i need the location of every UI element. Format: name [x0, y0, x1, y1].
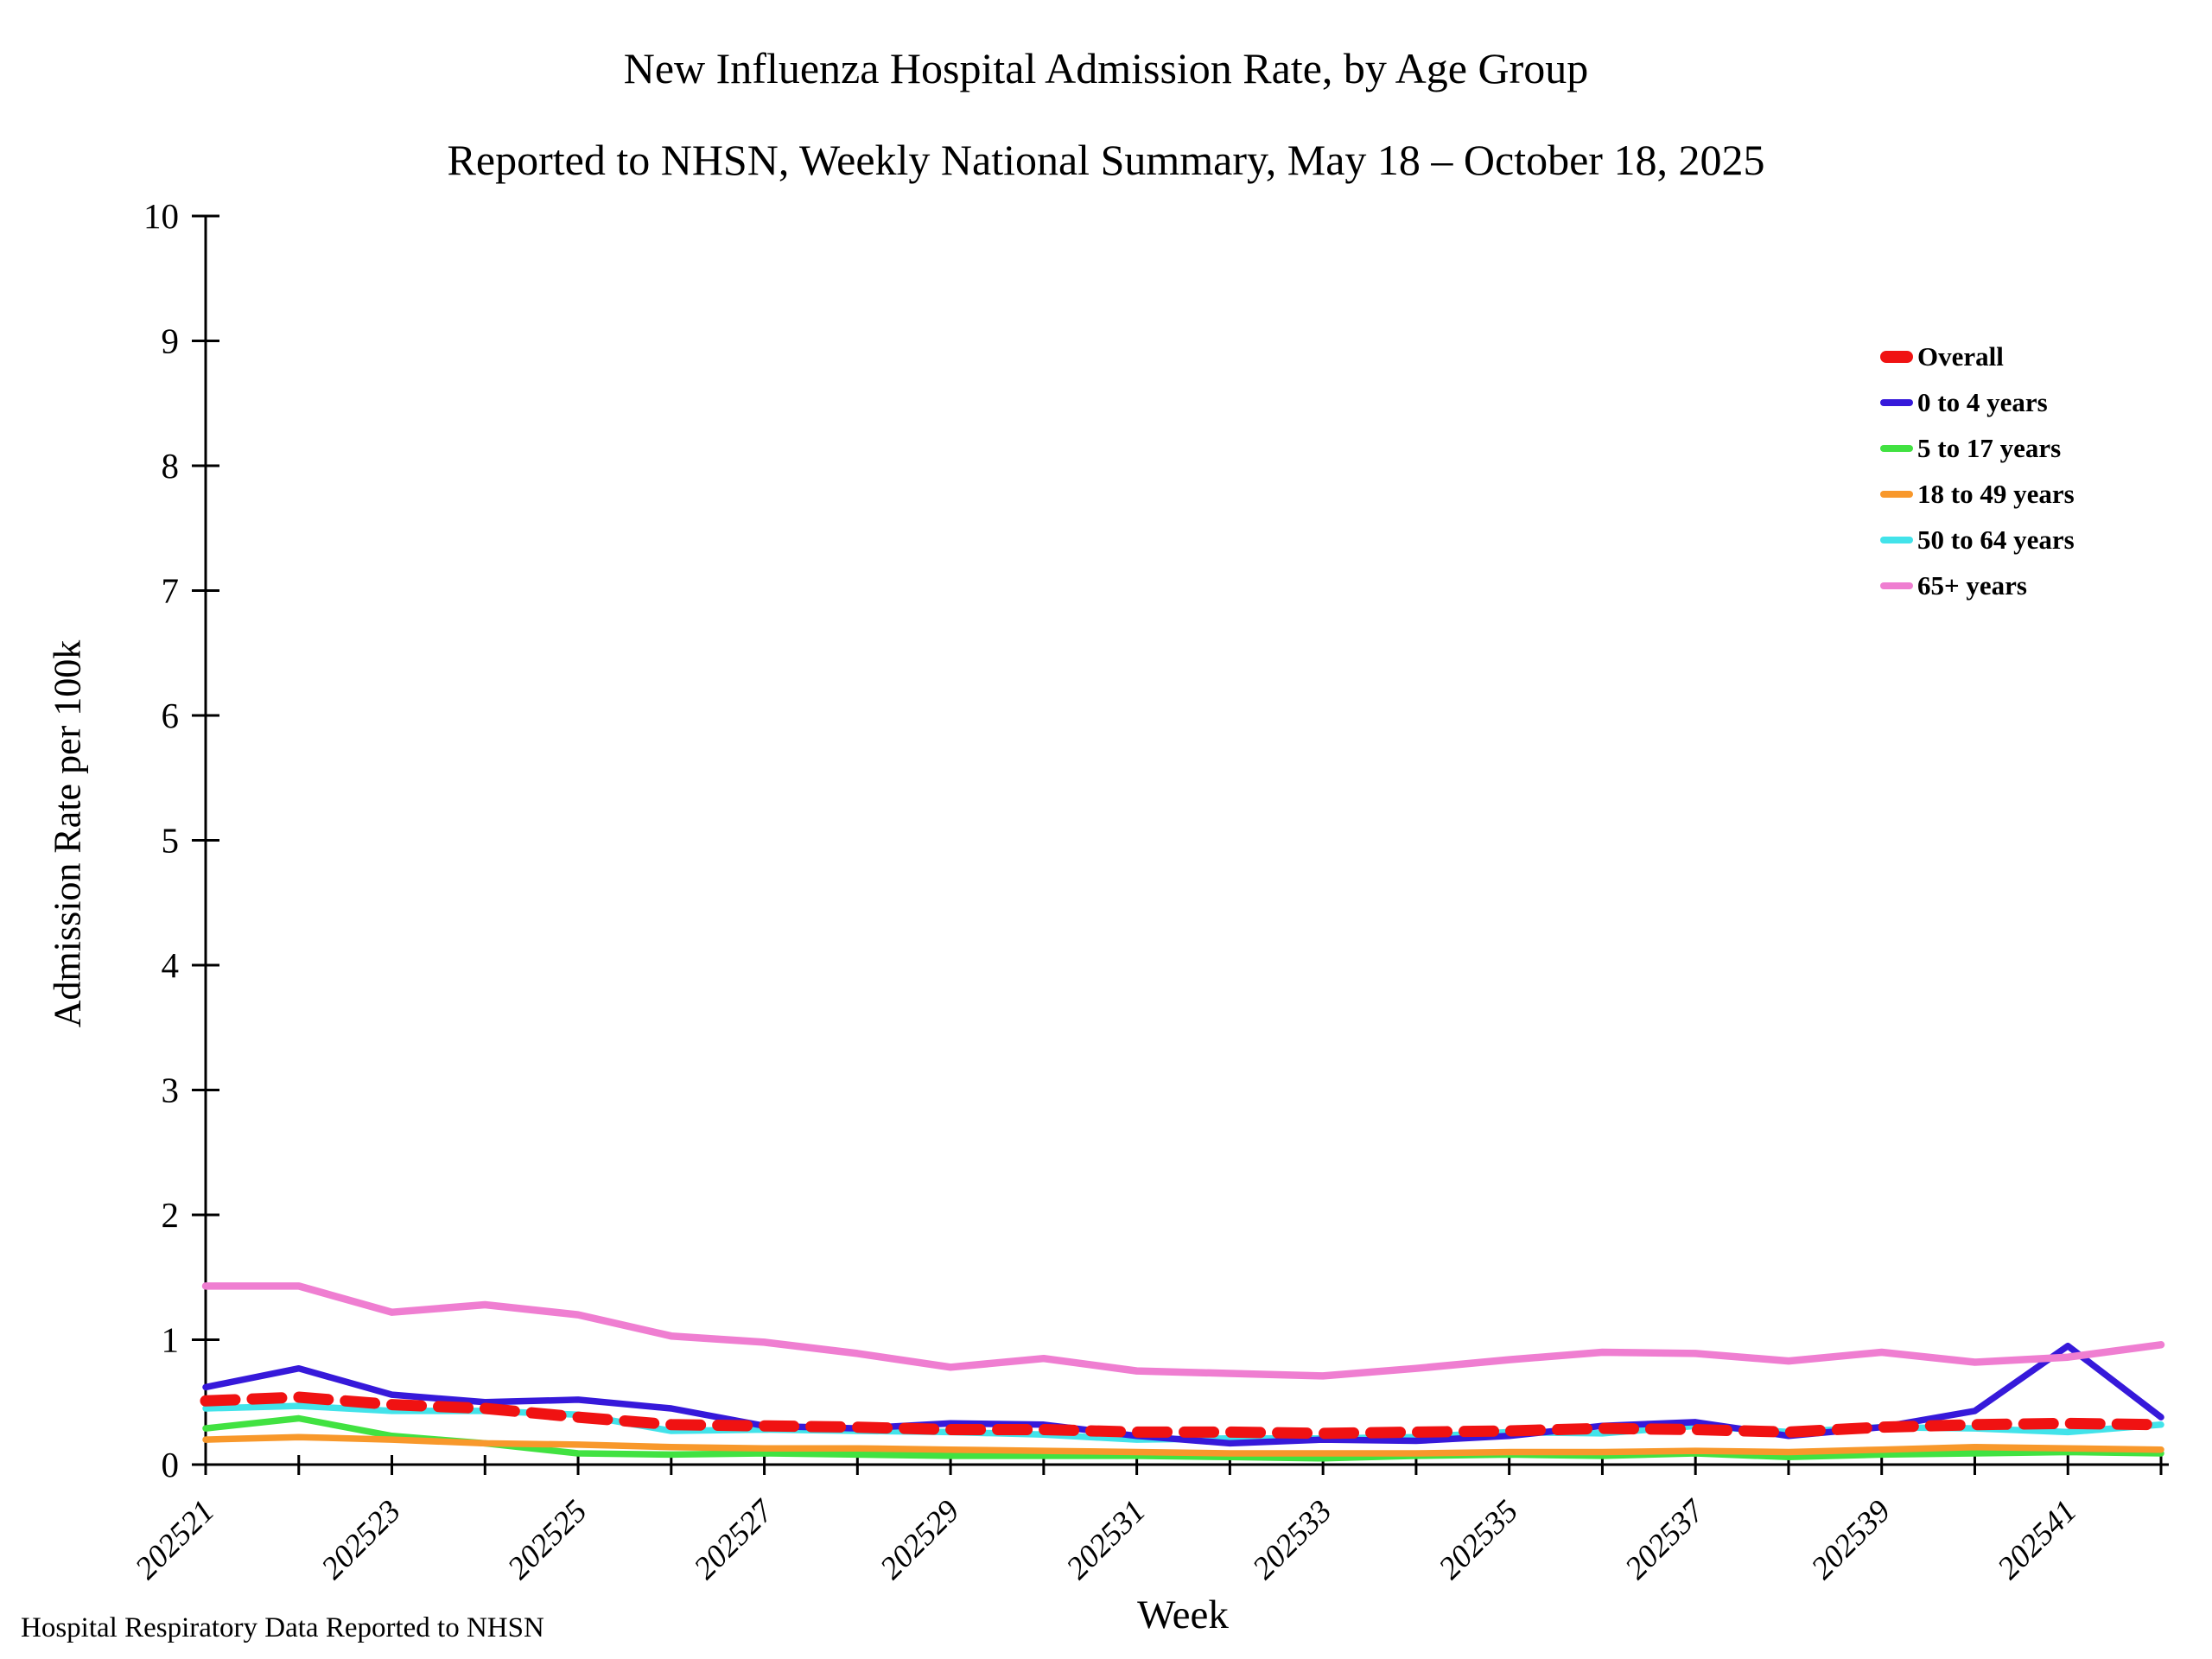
legend-swatch-50-to-64-years	[1880, 536, 1913, 543]
x-tick-label: 202525	[501, 1493, 594, 1586]
x-tick-label: 202539	[1805, 1493, 1897, 1586]
chart-title: New Influenza Hospital Admission Rate, b…	[623, 44, 1589, 92]
legend-label: 5 to 17 years	[1917, 433, 2062, 463]
y-tick-label: 1	[162, 1320, 180, 1360]
x-tick-label: 202533	[1246, 1493, 1338, 1586]
series-line-5-to-17-years	[202, 1414, 2164, 1462]
x-axis-title: Week	[1137, 1592, 1229, 1637]
chart-subtitle: Reported to NHSN, Weekly National Summar…	[447, 136, 1765, 184]
y-tick-label: 2	[162, 1195, 180, 1235]
legend-item-18-to-49-years: 18 to 49 years	[1880, 471, 2075, 517]
x-tick-label: 202523	[315, 1493, 407, 1586]
legend-item-5-to-17-years: 5 to 17 years	[1880, 425, 2075, 471]
legend-swatch-65-years	[1880, 582, 1913, 589]
footer-note: Hospital Respiratory Data Reported to NH…	[21, 1612, 544, 1643]
legend-item-50-to-64-years: 50 to 64 years	[1880, 517, 2075, 563]
series-line-18-to-49-years	[202, 1433, 2164, 1457]
x-tick-label: 202521	[129, 1493, 221, 1586]
x-tick-label: 202537	[1618, 1492, 1713, 1586]
y-tick-label: 10	[143, 196, 179, 236]
legend-label: 0 to 4 years	[1917, 387, 2048, 417]
y-tick-label: 7	[162, 571, 180, 611]
y-tick-label: 5	[162, 821, 180, 861]
legend-item-0-to-4-years: 0 to 4 years	[1880, 379, 2075, 425]
legend-label: Overall	[1917, 341, 2004, 372]
series-line-overall	[200, 1391, 2167, 1440]
legend-item-65-years: 65+ years	[1880, 563, 2075, 608]
legend-label: 18 to 49 years	[1917, 479, 2075, 509]
y-tick-label: 9	[162, 321, 180, 361]
x-tick-label: 202527	[687, 1492, 781, 1586]
legend-label: 50 to 64 years	[1917, 524, 2075, 555]
x-tick-label: 202531	[1060, 1493, 1153, 1586]
y-tick-label: 8	[162, 446, 180, 486]
y-tick-label: 0	[162, 1445, 180, 1484]
legend-swatch-overall	[1880, 350, 1913, 363]
legend-label: 65+ years	[1917, 570, 2027, 601]
x-tick-label: 202535	[1433, 1493, 1525, 1586]
legend: Overall 0 to 4 years 5 to 17 years 18 to 49…	[1880, 334, 2075, 608]
legend-swatch-5-to-17-years	[1880, 444, 1913, 452]
y-tick-label: 4	[162, 945, 180, 985]
legend-swatch-0-to-4-years	[1880, 398, 1913, 406]
series-line-65-years	[201, 1282, 2165, 1380]
legend-item-overall: Overall	[1880, 334, 2075, 379]
x-tick-label: 202541	[1991, 1493, 2083, 1586]
x-tick-label: 202529	[874, 1493, 966, 1586]
legend-swatch-18-to-49-years	[1880, 490, 1913, 498]
y-tick-label: 3	[162, 1071, 180, 1110]
y-axis-title: Admission Rate per 100k	[46, 639, 89, 1028]
y-tick-label: 6	[162, 696, 180, 735]
